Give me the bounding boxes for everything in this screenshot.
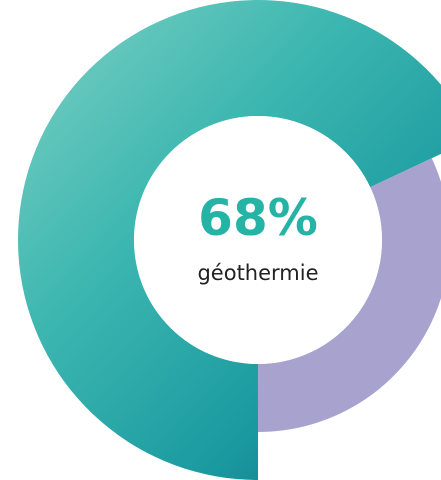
donut-segment: [18, 0, 441, 480]
donut-hole: [134, 116, 382, 364]
segments: [18, 0, 441, 480]
category-label: géothermie: [197, 261, 318, 285]
value-label: 68%: [198, 189, 318, 247]
donut-segment: [258, 158, 441, 432]
